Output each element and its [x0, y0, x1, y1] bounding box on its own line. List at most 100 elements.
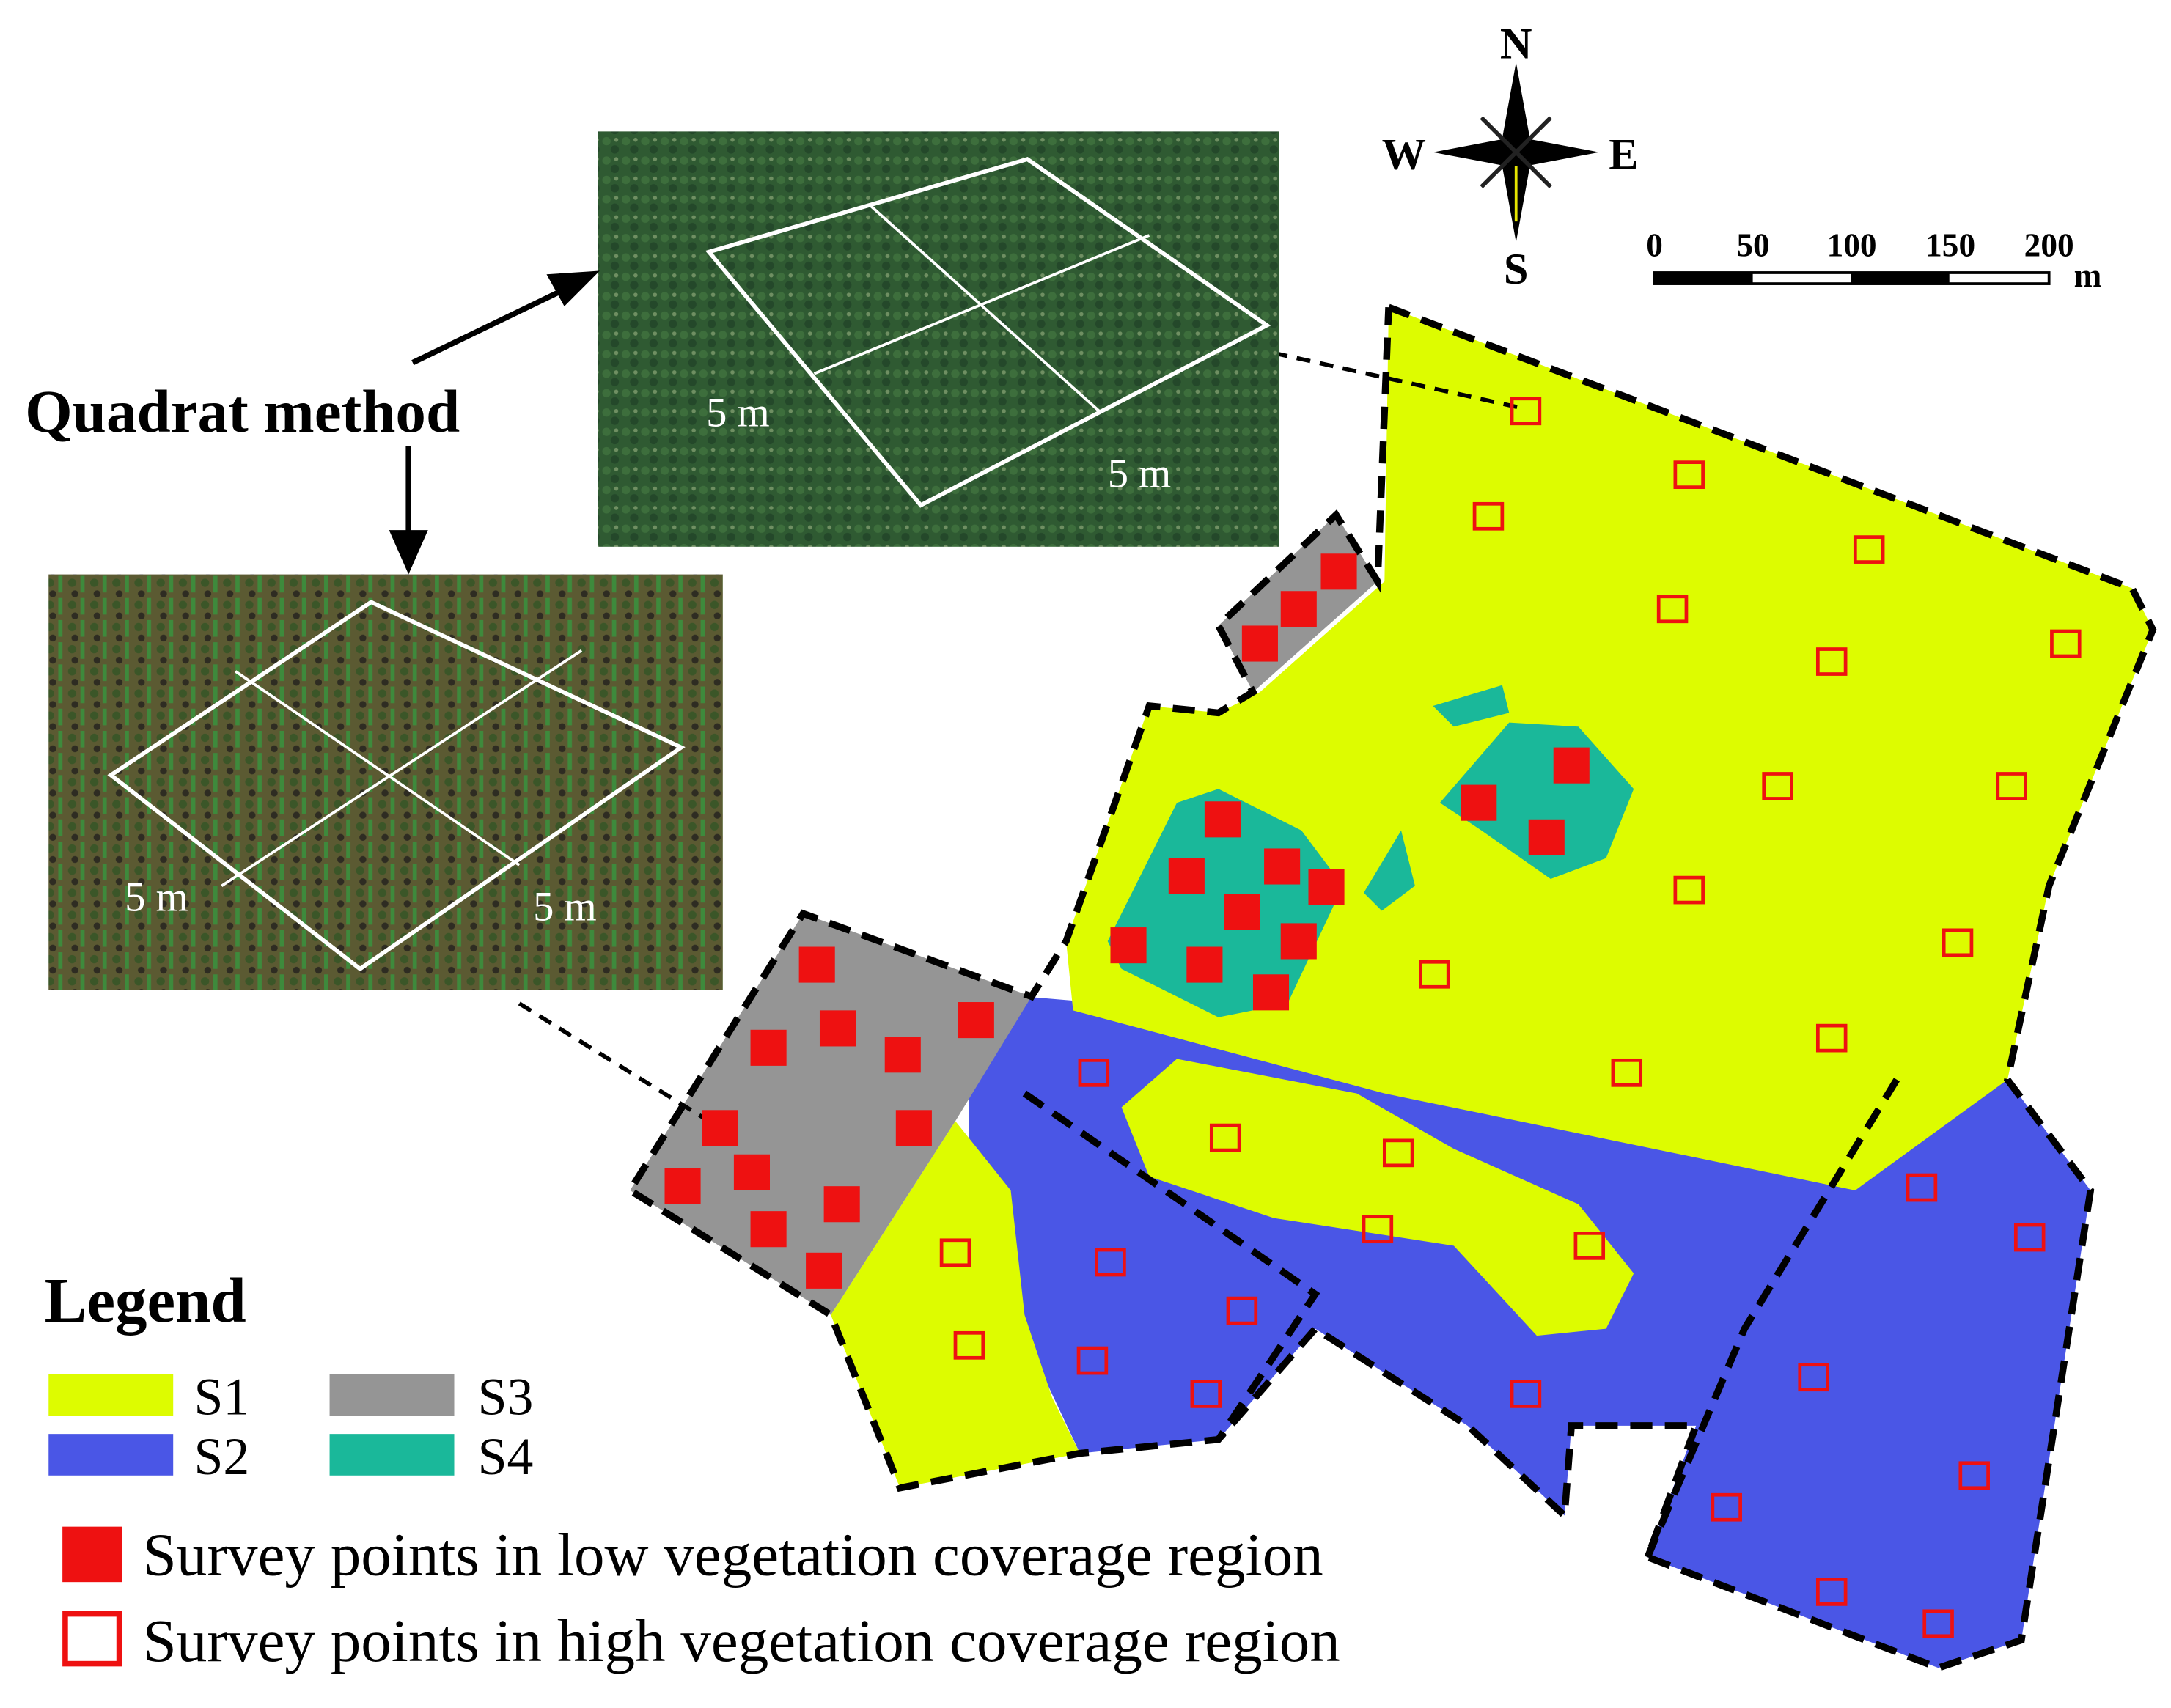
high-coverage-point: [1815, 1023, 1848, 1053]
scale-segment: [1654, 272, 1753, 284]
boundary: [1644, 1078, 1900, 1559]
legend-label: S3: [478, 1368, 534, 1427]
low-coverage-point: [1528, 819, 1565, 855]
photo: [48, 574, 723, 990]
compass-label: E: [1609, 130, 1638, 179]
high-coverage-point: [1472, 501, 1505, 531]
compass-needle: [1433, 138, 1516, 166]
legend-title: Legend: [45, 1265, 246, 1336]
s3-region: [630, 913, 1032, 1315]
low-coverage-point: [806, 1252, 842, 1289]
scale-unit: m: [2074, 257, 2102, 294]
compass-needle: [1502, 62, 1530, 150]
leader-line: [1273, 350, 1524, 411]
method-title: Quadrat method: [25, 378, 460, 445]
scale-segment: [1851, 272, 1950, 284]
low-coverage-point: [733, 1154, 770, 1190]
low-coverage-point: [798, 946, 835, 983]
leader-line: [518, 1001, 721, 1130]
photo: [598, 131, 1279, 547]
high-coverage-point: [1209, 1123, 1241, 1152]
low-coverage-point: [1224, 894, 1260, 930]
photo-1: 5 m 5 m: [598, 131, 1279, 547]
compass: N S E W: [1382, 19, 1639, 294]
low-coverage-point: [1110, 927, 1147, 964]
legend-label: S4: [478, 1427, 534, 1486]
low-coverage-point: [1204, 801, 1241, 838]
low-coverage-point: [884, 1037, 921, 1073]
low-coverage-point: [1264, 848, 1301, 885]
legend-label: Survey points in low vegetation coverage…: [143, 1521, 1323, 1589]
high-coverage-point: [1510, 1380, 1542, 1408]
legend: Legend S1 S2 S3 S4 Survey points in low …: [45, 1265, 1340, 1674]
legend-label: Survey points in high vegetation coverag…: [143, 1607, 1340, 1674]
boundary: [1022, 1090, 1320, 1442]
scale-label: 150: [1925, 227, 1975, 263]
compass-label: N: [1500, 19, 1532, 68]
s1-region: [831, 1121, 1080, 1488]
high-coverage-point: [1798, 1363, 1829, 1392]
low-coverage-point: [1280, 923, 1317, 960]
photo-label: 5 m: [533, 885, 597, 930]
low-coverage-point: [1320, 553, 1357, 590]
arrow: [411, 285, 569, 366]
legend-swatch: [329, 1434, 455, 1476]
high-coverage-point: [1815, 1578, 1848, 1606]
compass-needle: [1480, 116, 1552, 188]
legend-marker: [62, 1611, 122, 1667]
quadrat-line: [813, 234, 1150, 375]
quadrat-frame: [107, 600, 686, 972]
quadrat-frame: [705, 157, 1271, 508]
high-coverage-point: [2050, 629, 2082, 658]
high-coverage-point: [1996, 772, 2027, 800]
quadrat-line: [221, 649, 583, 888]
high-coverage-point: [1573, 1231, 1606, 1260]
boundaries: [518, 303, 2157, 1672]
s1-region: [1121, 1059, 1634, 1336]
high-coverage-point: [1673, 875, 1705, 905]
low-coverage-point: [1252, 974, 1290, 1011]
high-coverage-point: [939, 1238, 971, 1267]
arrowhead: [546, 270, 600, 306]
high-coverage-point: [1906, 1173, 1938, 1202]
legend-marker: [62, 1526, 122, 1583]
high-coverage-point: [1510, 397, 1542, 426]
high-coverage-point: [1711, 1492, 1742, 1522]
high-coverage-point: [1382, 1138, 1414, 1168]
quadrat-line: [868, 204, 1102, 414]
survey-points: [664, 397, 2082, 1638]
legend-label: S2: [194, 1427, 250, 1486]
high-coverage-point: [1673, 460, 1705, 489]
scale-label: 100: [1827, 227, 1877, 263]
legend-swatch: [329, 1374, 455, 1416]
low-coverage-point: [823, 1186, 860, 1223]
high-coverage-point: [1076, 1346, 1109, 1375]
legend-swatch: [48, 1374, 174, 1416]
compass-label: S: [1504, 245, 1529, 294]
s4-region: [1433, 685, 1510, 727]
high-coverage-point: [1611, 1058, 1643, 1087]
legend-swatch: [48, 1434, 174, 1476]
legend-label: S1: [194, 1368, 250, 1427]
high-coverage-point: [1078, 1058, 1110, 1087]
low-coverage-point: [958, 1002, 994, 1039]
photo-label: 5 m: [1108, 452, 1172, 497]
arrows: [389, 270, 600, 575]
high-coverage-point: [1853, 535, 1885, 564]
scale-label: 50: [1736, 227, 1769, 263]
low-coverage-point: [750, 1211, 787, 1248]
scale-bar: m 0 50 100 150 200: [1646, 227, 2101, 294]
high-coverage-point: [1762, 772, 1793, 800]
low-coverage-point: [750, 1029, 787, 1066]
low-coverage-point: [664, 1168, 701, 1204]
scale-label: 200: [2024, 227, 2074, 263]
low-coverage-point: [819, 1010, 856, 1047]
high-coverage-point: [1419, 960, 1450, 989]
photo-2: 5 m 5 m: [48, 574, 723, 990]
high-coverage-point: [1958, 1461, 1990, 1490]
low-coverage-point: [1241, 625, 1278, 662]
high-coverage-point: [1095, 1248, 1126, 1277]
s1-region: [1066, 307, 2153, 1190]
arrowhead: [389, 530, 428, 575]
high-coverage-point: [1922, 1609, 1954, 1638]
